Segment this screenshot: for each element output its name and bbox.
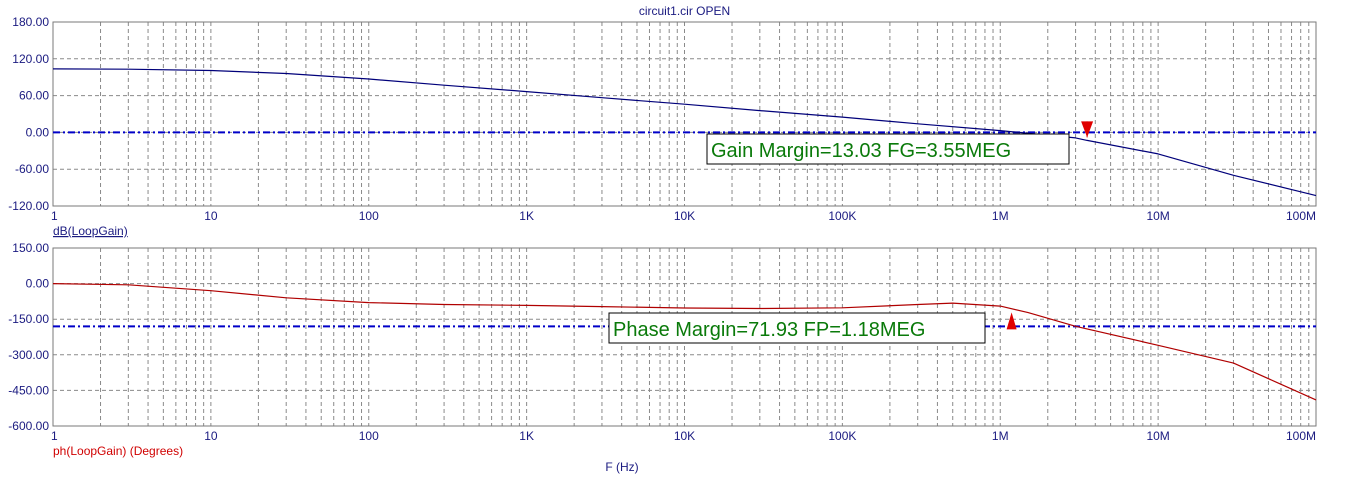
- y-tick-label: -450.00: [8, 383, 49, 397]
- y-tick-label: -300.00: [8, 348, 49, 362]
- x-tick-label: 100K: [828, 429, 856, 443]
- y-axis-label: dB(LoopGain): [53, 224, 128, 238]
- y-tick-label: 180.00: [12, 15, 49, 29]
- phase-panel: 150.00 0.00 -150.00 -300.00 -450.00 -600.001 1…: [8, 241, 1317, 474]
- x-tick-label: 1M: [992, 209, 1009, 223]
- y-axis-label: ph(LoopGain) (Degrees): [53, 444, 183, 458]
- margin-marker: [1081, 121, 1094, 138]
- x-tick-label: 10: [204, 209, 218, 223]
- x-tick-label: 10: [204, 429, 218, 443]
- y-tick-label: 0.00: [26, 125, 50, 139]
- y-tick-label: 120.00: [12, 52, 49, 66]
- y-tick-label: -120.00: [8, 199, 49, 213]
- margin-annotation: Phase Margin=71.93 FP=1.18MEG: [613, 319, 925, 341]
- margin-marker: [1006, 312, 1017, 330]
- annotation-box: [706, 133, 1070, 165]
- x-tick-label: 1K: [519, 429, 534, 443]
- x-tick-label: 10K: [674, 209, 695, 223]
- x-tick-label: 100M: [1286, 209, 1316, 223]
- series-line: [52, 283, 1317, 401]
- y-tick-label: -600.00: [8, 419, 49, 433]
- x-tick-label: 1: [51, 209, 58, 223]
- chart-title: circuit1.cir OPEN: [639, 4, 730, 18]
- margin-annotation: Gain Margin=13.03 FG=3.55MEG: [711, 140, 1011, 162]
- plot-frame: [52, 21, 1317, 207]
- x-tick-label: 100M: [1286, 429, 1316, 443]
- x-axis-label: F (Hz): [605, 460, 638, 474]
- annotation-box: [608, 312, 986, 344]
- y-tick-label: -60.00: [15, 162, 49, 176]
- x-tick-label: 10M: [1146, 209, 1169, 223]
- series-line: [52, 68, 1317, 197]
- y-tick-label: 60.00: [19, 89, 49, 103]
- gain-panel: 180.00 120.00 60.00 0.00 -60.00 -120.001 10 100…: [8, 4, 1317, 238]
- y-tick-label: 0.00: [26, 277, 50, 291]
- x-tick-label: 1: [51, 429, 58, 443]
- x-tick-label: 1K: [519, 209, 534, 223]
- y-tick-label: -150.00: [8, 312, 49, 326]
- y-tick-label: 150.00: [12, 241, 49, 255]
- plot-frame: [52, 247, 1317, 427]
- x-tick-label: 10K: [674, 429, 695, 443]
- x-tick-label: 100: [359, 429, 379, 443]
- grid: [53, 22, 1316, 206]
- x-tick-label: 1M: [992, 429, 1009, 443]
- x-tick-label: 100: [359, 209, 379, 223]
- x-tick-label: 10M: [1146, 429, 1169, 443]
- x-tick-label: 100K: [828, 209, 856, 223]
